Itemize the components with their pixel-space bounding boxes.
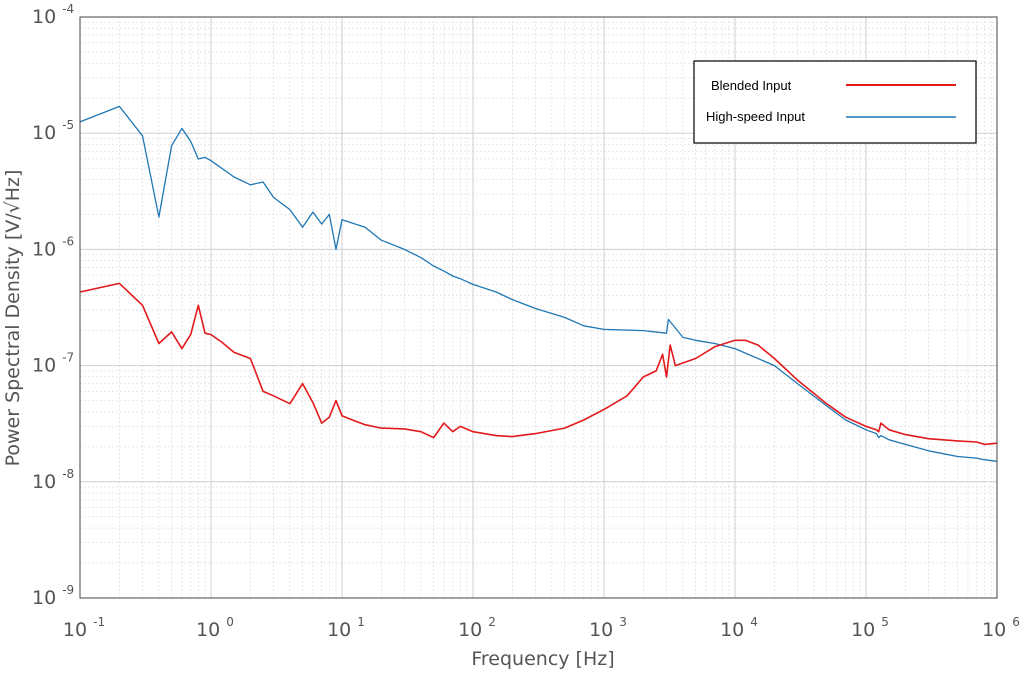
y-tick-labels: 10 -4 10 -5 10 -6 10 -7 10 -8 10 -9 bbox=[32, 2, 74, 609]
x-tick-label: 10 6 bbox=[982, 615, 1020, 641]
series-lines bbox=[79, 105, 998, 462]
legend-box bbox=[693, 60, 977, 144]
legend: Blended Input High-speed Input bbox=[693, 60, 977, 144]
x-tick-label: 10 3 bbox=[589, 615, 627, 641]
series-line-highspeed bbox=[79, 105, 998, 462]
legend-label-blended: Blended Input bbox=[711, 78, 792, 93]
y-tick-label: 10 -6 bbox=[32, 234, 74, 260]
y-tick-label: 10 -7 bbox=[32, 351, 74, 377]
x-tick-label: 10 2 bbox=[458, 615, 496, 641]
y-tick-label: 10 -5 bbox=[32, 118, 74, 144]
y-tick-label: 10 -4 bbox=[32, 2, 74, 28]
x-tick-label: 10 4 bbox=[720, 615, 758, 641]
plot-frame bbox=[79, 16, 998, 599]
x-tick-label: 10 5 bbox=[851, 615, 889, 641]
x-tick-label: 10 -1 bbox=[63, 615, 105, 641]
y-axis-label: Power Spectral Density [V/√Hz] bbox=[2, 170, 24, 467]
legend-label-highspeed: High-speed Input bbox=[706, 109, 805, 124]
x-tick-label: 10 0 bbox=[196, 615, 234, 641]
x-tick-label: 10 1 bbox=[327, 615, 365, 641]
x-axis-label: Frequency [Hz] bbox=[471, 648, 614, 670]
y-tick-label: 10 -9 bbox=[32, 583, 74, 609]
series-line-blended bbox=[79, 282, 998, 446]
x-tick-labels: 10 -1 10 0 10 1 10 2 10 3 10 4 10 5 10 6 bbox=[63, 615, 1020, 641]
y-tick-label: 10 -8 bbox=[32, 467, 74, 493]
